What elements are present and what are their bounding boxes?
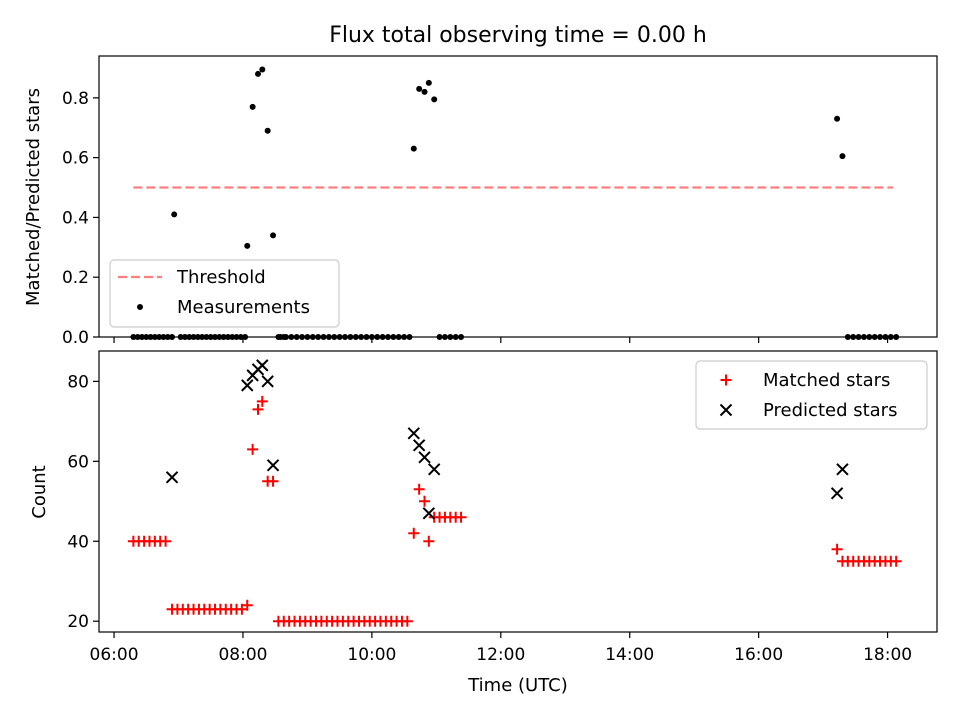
measurement-point xyxy=(249,103,256,110)
count-y-axis-label: Count xyxy=(29,465,50,518)
matched-star-point xyxy=(423,535,435,547)
count-x-tick-label: 06:00 xyxy=(90,645,139,665)
predicted-star-point xyxy=(261,375,274,388)
ratio-panel-frame xyxy=(98,55,938,338)
predicted-star-point xyxy=(165,471,179,484)
count-y-tick-label: 20 xyxy=(67,612,89,632)
count-y-tick-label: 60 xyxy=(67,452,89,472)
legend-matched-swatch xyxy=(720,374,732,386)
count-y-tick-label: 40 xyxy=(67,532,89,552)
matched-star-point xyxy=(241,599,253,611)
predicted-star-point xyxy=(427,463,441,476)
matched-star-point xyxy=(419,495,431,507)
legend-measurements-swatch xyxy=(137,304,143,310)
matched-star-point xyxy=(408,527,420,539)
matched-star-point xyxy=(401,615,413,627)
predicted-star-point xyxy=(407,427,420,440)
count-x-tick-label: 08:00 xyxy=(218,645,267,665)
legend-predicted-label: Predicted stars xyxy=(763,400,897,421)
matched-star-point xyxy=(247,443,259,455)
count-x-ticks: 06:00 08:00 10:00 12:00 14:00 16:00 18:00 xyxy=(90,632,912,665)
measurement-point xyxy=(270,232,277,239)
ratio-y-tick-label: 0.6 xyxy=(62,149,89,169)
measurement-point xyxy=(264,127,271,134)
count-x-tick-label: 18:00 xyxy=(863,645,912,665)
measurement-point xyxy=(244,242,251,249)
count-legend: Matched stars Predicted stars xyxy=(695,360,928,430)
measurement-point xyxy=(839,153,846,160)
x-axis-label: Time (UTC) xyxy=(467,675,568,696)
count-x-tick-label: 14:00 xyxy=(605,645,654,665)
measurement-point xyxy=(259,66,266,73)
ratio-legend-box xyxy=(109,259,340,328)
predicted-star-point xyxy=(256,359,269,372)
matched-star-point xyxy=(256,395,268,407)
predicted-star-point xyxy=(266,459,280,472)
legend-predicted-swatch xyxy=(719,403,733,417)
ratio-y-axis-label: Matched/Predicted stars xyxy=(23,88,44,306)
ratio-y-tick-label: 0.8 xyxy=(62,89,89,109)
measurement-point xyxy=(416,85,423,92)
predicted-points xyxy=(165,359,849,520)
count-y-tick-label: 80 xyxy=(67,372,89,392)
ratio-y-tick-label: 0.2 xyxy=(62,268,89,288)
legend-threshold-label: Threshold xyxy=(176,267,266,288)
predicted-star-point xyxy=(830,487,844,500)
predicted-star-point xyxy=(241,379,254,392)
legend-matched-label: Matched stars xyxy=(763,370,890,391)
matched-star-point xyxy=(267,475,279,487)
ratio-legend: Threshold Measurements xyxy=(109,259,340,328)
predicted-star-point xyxy=(418,451,431,464)
measurement-point xyxy=(431,96,438,103)
ratio-y-tick-label: 0.0 xyxy=(62,328,89,348)
matched-star-point xyxy=(831,543,843,555)
count-x-tick-label: 10:00 xyxy=(347,645,396,665)
count-panel: 20 40 60 80 06:00 08:00 10:00 12:00 14:00 16:00 1… xyxy=(29,350,938,696)
predicted-star-point xyxy=(422,507,436,520)
measurement-point xyxy=(171,211,178,218)
count-legend-box xyxy=(695,360,928,430)
matched-star-point xyxy=(252,403,264,415)
measurement-point xyxy=(410,145,417,152)
predicted-star-point xyxy=(836,463,849,476)
measurement-point xyxy=(834,115,841,122)
ratio-panel: 0.00.20.40.60.8 Matched/Predicted stars … xyxy=(23,55,938,348)
ratio-y-tick-label: 0.4 xyxy=(62,208,89,228)
matched-star-point xyxy=(413,483,425,495)
matched-star-point xyxy=(160,535,172,547)
matched-points xyxy=(127,395,902,627)
predicted-star-point xyxy=(412,439,426,452)
ratio-x-ticks xyxy=(113,337,889,343)
matched-star-point xyxy=(455,511,467,523)
measurement-point xyxy=(425,79,432,86)
legend-measurements-label: Measurements xyxy=(177,297,310,318)
ratio-y-ticks: 0.0 0.2 0.4 0.6 0.8 xyxy=(62,89,99,348)
count-x-tick-label: 16:00 xyxy=(734,645,783,665)
chart-title: Flux total observing time = 0.00 h xyxy=(329,23,707,48)
count-x-tick-label: 12:00 xyxy=(476,645,525,665)
measurement-point xyxy=(421,88,428,95)
matched-star-point xyxy=(890,555,902,567)
count-y-ticks: 20 40 60 80 xyxy=(67,372,99,632)
measurement-point xyxy=(255,70,262,77)
count-panel-frame xyxy=(98,350,938,633)
